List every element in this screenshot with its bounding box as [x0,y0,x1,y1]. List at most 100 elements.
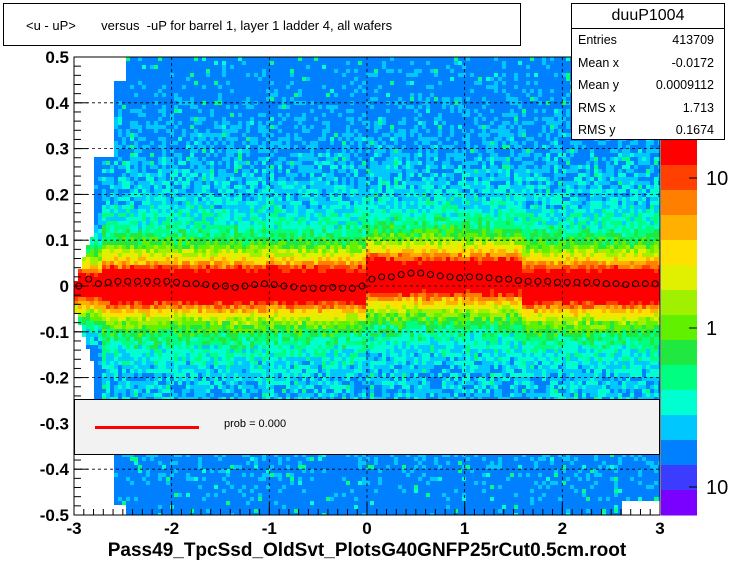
heatmap-cell [210,317,214,321]
heatmap-cell [218,453,222,457]
heatmap-cell [138,357,142,361]
heatmap-cell [126,333,130,337]
heatmap-cell [258,329,262,333]
heatmap-cell [262,181,266,185]
heatmap-cell [142,101,146,105]
heatmap-cell [158,485,162,489]
heatmap-cell [138,237,142,241]
heatmap-cell [110,345,114,349]
heatmap-cell [126,257,130,261]
heatmap-cell [162,85,166,89]
heatmap-cell [158,193,162,197]
heatmap-cell [250,173,254,177]
heatmap-cell [130,465,134,469]
heatmap-cell [270,377,274,381]
heatmap-cell [150,253,154,257]
heatmap-cell [158,285,162,289]
heatmap-cell [142,193,146,197]
heatmap-cell [190,393,194,397]
heatmap-cell [142,241,146,245]
heatmap-cell [126,217,130,221]
heatmap-cell [122,317,126,321]
heatmap-cell [230,269,234,273]
heatmap-cell [102,221,106,225]
heatmap-cell [118,493,122,497]
heatmap-cell [110,181,114,185]
heatmap-cell [126,301,130,305]
heatmap-cell [266,393,270,397]
heatmap-cell [98,197,102,201]
heatmap-cell [226,269,230,273]
heatmap-cell [226,133,230,137]
heatmap-cell [230,377,234,381]
heatmap-cell [162,313,166,317]
heatmap-cell [194,185,198,189]
heatmap-cell [130,305,134,309]
heatmap-cell [146,489,150,493]
heatmap-cell [118,157,122,161]
heatmap-cell [222,257,226,261]
heatmap-cell [246,177,250,181]
heatmap-cell [158,85,162,89]
heatmap-cell [162,61,166,65]
heatmap-cell [230,293,234,297]
heatmap-cell [222,357,226,361]
heatmap-cell [146,73,150,77]
heatmap-cell [142,377,146,381]
heatmap-cell [262,497,266,501]
heatmap-cell [190,229,194,233]
heatmap-cell [154,329,158,333]
heatmap-cell [214,277,218,281]
heatmap-cell [158,149,162,153]
heatmap-cell [270,257,274,261]
heatmap-cell [218,177,222,181]
heatmap-cell [194,325,198,329]
heatmap-cell [258,377,262,381]
heatmap-cell [182,337,186,341]
heatmap-cell [94,297,98,301]
heatmap-cell [178,265,182,269]
heatmap-cell [222,389,226,393]
heatmap-cell [146,121,150,125]
heatmap-cell [126,473,130,477]
heatmap-cell [146,305,150,309]
heatmap-cell [162,501,166,505]
heatmap-cell [242,493,246,497]
heatmap-cell [194,269,198,273]
heatmap-cell [214,253,218,257]
heatmap-cell [242,381,246,385]
heatmap-cell [178,249,182,253]
heatmap-cell [102,377,106,381]
heatmap-cell [126,317,130,321]
heatmap-cell [210,373,214,377]
heatmap-cell [198,505,202,509]
heatmap-cell [146,357,150,361]
heatmap-cell [230,81,234,85]
heatmap-cell [202,393,206,397]
heatmap-cell [130,109,134,113]
heatmap-cell [206,485,210,489]
heatmap-cell [258,313,262,317]
heatmap-cell [230,145,234,149]
heatmap-cell [226,221,230,225]
heatmap-cell [126,129,130,133]
heatmap-cell [246,109,250,113]
heatmap-cell [178,457,182,461]
heatmap-cell [242,137,246,141]
heatmap-cell [214,489,218,493]
heatmap-cell [174,61,178,65]
heatmap-cell [206,489,210,493]
heatmap-cell [170,257,174,261]
heatmap-cell [146,161,150,165]
heatmap-cell [150,137,154,141]
heatmap-cell [254,209,258,213]
heatmap-cell [222,453,226,457]
heatmap-cell [186,237,190,241]
heatmap-cell [266,137,270,141]
heatmap-cell [222,465,226,469]
heatmap-cell [238,261,242,265]
heatmap-cell [190,493,194,497]
heatmap-cell [214,461,218,465]
heatmap-cell [86,333,90,337]
heatmap-cell [222,61,226,65]
